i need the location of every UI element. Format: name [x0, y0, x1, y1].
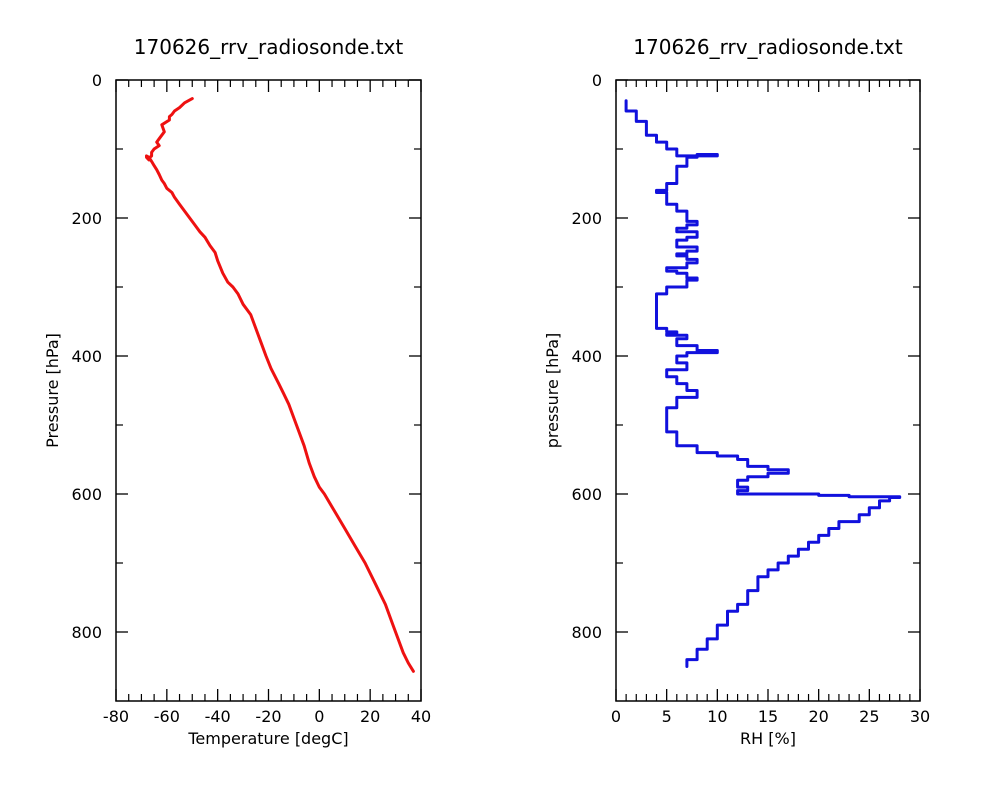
chart-title: 170626_rrv_radiosonde.txt — [134, 35, 404, 59]
y-tick-label: 0 — [92, 71, 102, 90]
x-tick-label: 0 — [314, 707, 324, 726]
chart-title: 170626_rrv_radiosonde.txt — [633, 35, 903, 59]
y-tick-label: 0 — [592, 71, 602, 90]
x-axis-label: Temperature [degC] — [187, 729, 348, 748]
y-tick-label: 400 — [71, 347, 102, 366]
y-tick-label: 600 — [71, 485, 102, 504]
x-tick-label: 30 — [910, 707, 930, 726]
plot-frame — [615, 79, 921, 702]
x-tick-label: -80 — [103, 707, 129, 726]
x-tick-label: -40 — [205, 707, 231, 726]
plot-frame — [115, 79, 422, 702]
series-line-0 — [624, 99, 902, 668]
y-tick-label: 400 — [571, 347, 602, 366]
x-tick-label: 15 — [758, 707, 778, 726]
x-tick-label: 10 — [707, 707, 727, 726]
x-tick-label: 20 — [360, 707, 380, 726]
y-tick-label: 600 — [571, 485, 602, 504]
temperature-chart: 170626_rrv_radiosonde.txt -80 -60 -40 -20 0 20… — [43, 35, 431, 748]
y-axis-label: pressure [hPa] — [543, 333, 562, 449]
x-tick-label: -20 — [255, 707, 281, 726]
series-line-0 — [145, 97, 415, 673]
rh-chart: 170626_rrv_radiosonde.txt 0 5 10 15 20 25 30 0 20… — [543, 35, 930, 748]
x-tick-label: 5 — [662, 707, 672, 726]
y-tick-label: 800 — [571, 623, 602, 642]
y-tick-label: 200 — [571, 209, 602, 228]
y-axis-label: Pressure [hPa] — [43, 333, 62, 448]
x-tick-label: 20 — [808, 707, 828, 726]
x-tick-label: 25 — [859, 707, 879, 726]
x-axis-label: RH [%] — [740, 729, 796, 748]
x-tick-label: -60 — [154, 707, 180, 726]
y-tick-label: 800 — [71, 623, 102, 642]
x-tick-label: 40 — [411, 707, 431, 726]
y-tick-label: 200 — [71, 209, 102, 228]
x-tick-label: 0 — [611, 707, 621, 726]
